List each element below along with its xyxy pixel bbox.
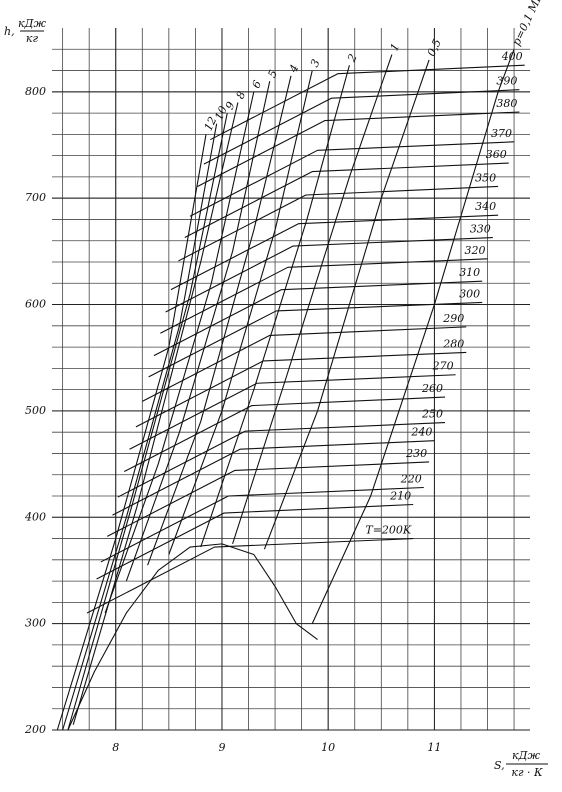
- isotherm-line: [189, 141, 515, 217]
- y-axis-label: h, кДж кг: [4, 17, 47, 45]
- isotherm-label: 210: [389, 490, 411, 503]
- saturation-curve: [67, 543, 318, 731]
- isobar-label: 2: [345, 52, 360, 65]
- isotherm-label: 390: [496, 75, 517, 88]
- isotherm-label: 340: [475, 200, 496, 213]
- isotherm-label: 330: [470, 223, 491, 236]
- isotherm-label: 260: [421, 382, 443, 395]
- isobar-line: [125, 81, 271, 582]
- x-tick-label: 10: [321, 741, 335, 754]
- isotherm-line: [148, 301, 483, 378]
- isotherm-label: 400: [501, 50, 523, 63]
- y-tick-label: 700: [25, 191, 46, 204]
- isotherm-line: [153, 280, 483, 357]
- isobar-line: [311, 49, 515, 624]
- isotherm-label: 220: [400, 472, 422, 485]
- isobar-line: [104, 91, 255, 614]
- isotherm-label: 380: [496, 97, 517, 110]
- y-tick-label: 400: [24, 510, 46, 523]
- y-label-num: кДж: [18, 17, 47, 30]
- y-label-den: кг: [26, 32, 39, 45]
- isotherm-line: [100, 486, 424, 563]
- isotherm-line: [117, 422, 446, 498]
- isotherm-line: [184, 162, 509, 239]
- y-tick-label: 800: [25, 85, 46, 98]
- isotherm-line: [86, 537, 414, 614]
- isotherm-label: 270: [432, 360, 454, 373]
- isobar-label: 3: [308, 57, 323, 69]
- isotherm-label: 350: [475, 171, 496, 184]
- x-tick-label: 8: [112, 741, 119, 754]
- isotherm-line: [178, 185, 499, 262]
- isotherm-label: 290: [442, 312, 464, 325]
- isobar-label: 6: [249, 79, 264, 91]
- isobar-label: 5: [265, 68, 280, 80]
- isotherm-line: [129, 374, 456, 450]
- isotherm-line: [96, 503, 414, 580]
- isotherm-line: [112, 440, 435, 516]
- isobar-line: [168, 70, 313, 555]
- isotherm-label: T=200K: [365, 524, 412, 537]
- isotherm-label: 320: [465, 244, 486, 257]
- isotherm-line: [197, 111, 520, 187]
- x-label-den: кг · К: [511, 766, 543, 779]
- x-label-num: кДж: [512, 749, 541, 762]
- y-tick-label: 600: [25, 298, 46, 311]
- isotherm-label: 230: [405, 447, 427, 460]
- x-tick-label: 9: [218, 741, 225, 754]
- isobar-line: [72, 102, 239, 725]
- isotherm-label: 310: [459, 266, 480, 279]
- isobar-label: p=0,1 МПа: [510, 0, 549, 48]
- y-tick-label: 300: [25, 617, 46, 630]
- isotherm-line: [142, 326, 467, 402]
- isotherm-line: [210, 64, 525, 141]
- isotherm-label: 240: [410, 426, 432, 439]
- isobar-label: 0,5: [425, 37, 444, 58]
- isotherm-line: [106, 461, 430, 537]
- isotherm-label: 280: [442, 337, 464, 350]
- x-label-symbol: S,: [494, 759, 505, 772]
- isobar-label: 12: [202, 115, 220, 133]
- isotherm-line: [165, 236, 493, 313]
- isotherm-label: 250: [421, 408, 443, 421]
- isobar-label: 4: [286, 63, 301, 76]
- isotherm-label: 300: [459, 287, 480, 300]
- isotherm-line: [123, 396, 446, 473]
- isobar-line: [232, 54, 393, 545]
- y-tick-label: 500: [25, 404, 46, 417]
- isobar-label: 8: [234, 89, 249, 101]
- isobar-label: 9: [223, 100, 238, 112]
- isobar-label: 1: [388, 41, 403, 53]
- y-tick-label: 200: [24, 723, 46, 736]
- isotherm-line: [170, 214, 499, 291]
- y-label-symbol: h,: [4, 25, 15, 38]
- x-axis-label: S, кДж кг · К: [494, 749, 548, 779]
- isobar-line: [263, 59, 430, 550]
- isotherm-line: [135, 351, 467, 428]
- isotherm-label: 370: [491, 127, 512, 140]
- isotherm-line: [203, 89, 520, 165]
- x-tick-label: 11: [427, 741, 441, 754]
- isotherm-line: [160, 258, 488, 334]
- isobar-label: 10: [212, 104, 230, 122]
- isobar-line: [147, 75, 292, 566]
- isobar-line: [200, 65, 350, 548]
- isotherm-label: 360: [486, 148, 507, 161]
- isobar-line: [62, 123, 218, 731]
- isobar-line: [67, 112, 228, 731]
